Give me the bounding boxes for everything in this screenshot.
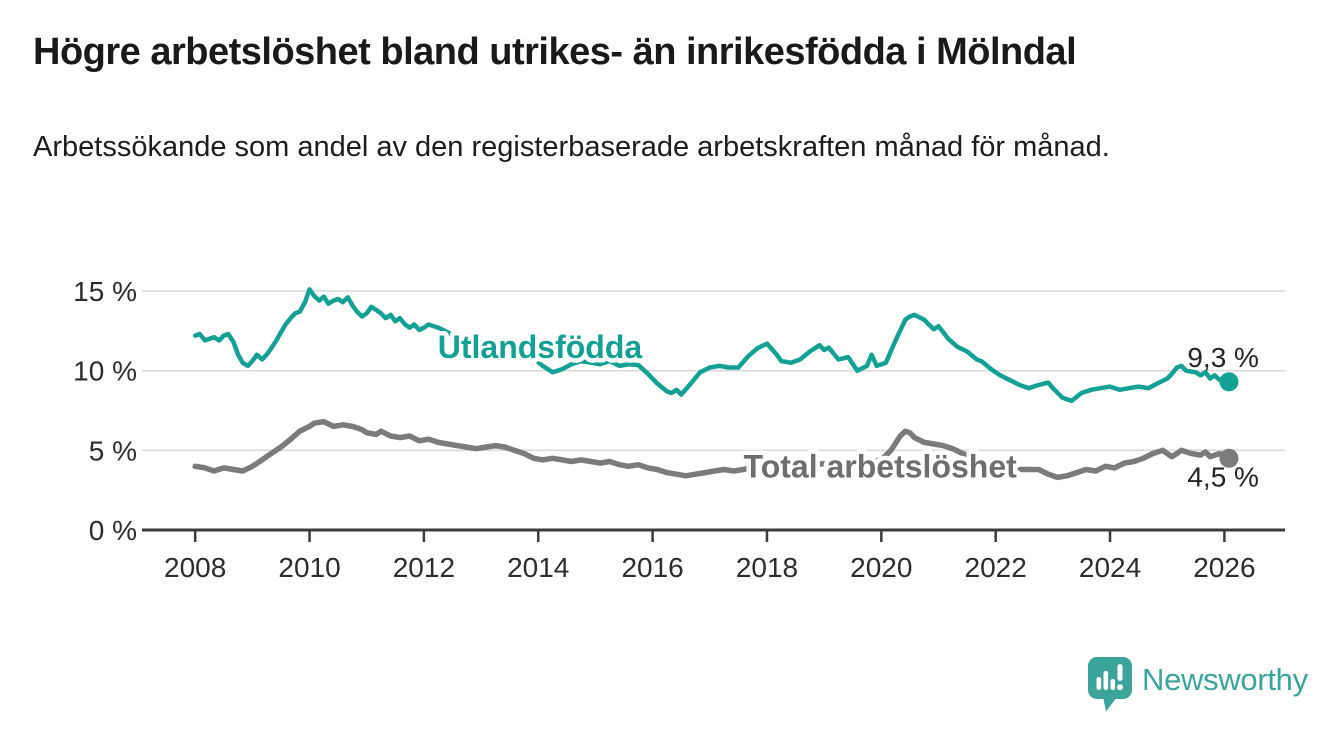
x-tick-label: 2026 [1193,552,1255,583]
series-end-dot-utlandsfodda [1219,372,1239,392]
series-label-utlandsfodda: Utlandsfödda [438,329,643,365]
speech-bubble-shape [1088,657,1132,712]
chart-subtitle: Arbetssökande som andel av den registerb… [33,131,1110,163]
series-label-total: Total arbetslöshet [744,448,1018,484]
exclamation-dot [1117,684,1123,691]
newsworthy-wordmark: Newsworthy [1142,662,1308,697]
y-tick-label: 15 % [73,276,137,307]
bar-medium [1110,679,1116,690]
x-tick-label: 2014 [507,552,569,583]
x-tick-label: 2024 [1079,552,1141,583]
newsworthy-logo: Newsworthy [1088,657,1308,713]
y-tick-label: 5 % [89,435,137,466]
newsworthy-bubble-chart-icon [1088,657,1132,712]
x-tick-label: 2010 [278,552,340,583]
x-tick-label: 2016 [621,552,683,583]
x-tick-label: 2012 [393,552,455,583]
x-tick-label: 2018 [736,552,798,583]
chart-title: Högre arbetslöshet bland utrikes- än inr… [33,31,1077,73]
end-value-label-total: 4,5 % [1187,461,1259,492]
y-tick-label: 0 % [89,515,137,546]
end-value-label-utlandsfodda: 9,3 % [1187,342,1259,373]
series-line-total [192,418,1232,481]
x-tick-label: 2020 [850,552,912,583]
x-tick-label: 2008 [164,552,226,583]
series-end-dot-total [1219,448,1239,468]
bar-tall [1103,671,1109,690]
bar-small [1096,677,1102,690]
series-line-utlandsfodda [192,287,1232,404]
y-tick-label: 10 % [73,356,137,387]
x-tick-label: 2022 [965,552,1027,583]
exclamation-line [1117,664,1123,681]
